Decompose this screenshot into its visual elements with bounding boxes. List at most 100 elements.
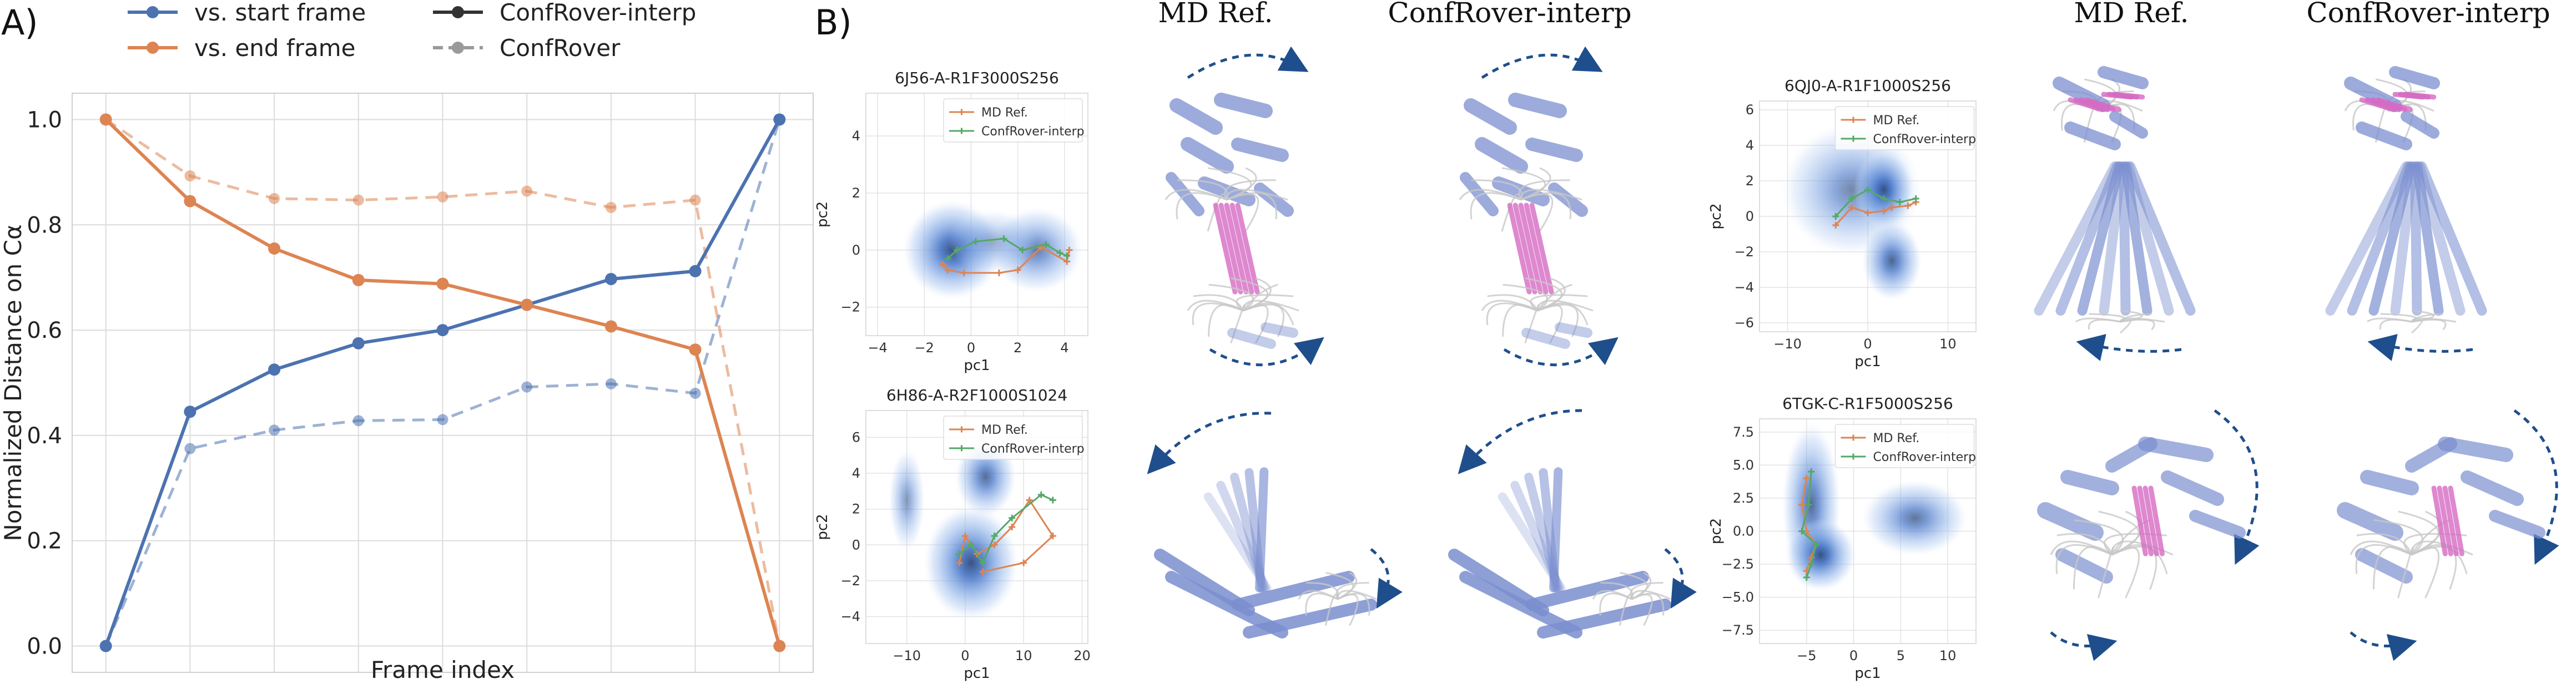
trajectory-point: [1019, 246, 1026, 254]
loop: [2411, 310, 2434, 323]
trajectory-point: [1848, 204, 1856, 211]
loop: [1600, 582, 1634, 600]
trajectory-point: [967, 541, 975, 549]
x-tick-label: 5: [1897, 648, 1905, 663]
trajectory-point: [979, 559, 986, 566]
loop: [1630, 582, 1663, 600]
helix: [1181, 137, 1234, 174]
trajectory-point: [979, 568, 986, 575]
x-axis-label: Frame index: [371, 656, 515, 682]
pca-subplot-1: −4 −2 0 2 4 −2 0 2 4 MD Ref. ConfRover-interp 6J56-…: [814, 69, 1088, 374]
helix: [1549, 467, 1563, 592]
helix: [1254, 183, 1294, 217]
structure-6h86-confrover-interp: [1448, 409, 1697, 639]
data-point: [689, 265, 702, 277]
y-tick-label: −4: [1735, 280, 1754, 295]
protein-structures: [1147, 46, 2559, 661]
data-point: [436, 277, 449, 290]
x-tick-label: −4: [868, 340, 887, 356]
helix: [1508, 93, 1567, 118]
beta-strand: [1513, 202, 1537, 295]
helix: [2355, 548, 2413, 584]
y-tick-label: 0: [852, 537, 860, 553]
helix: [1255, 467, 1269, 592]
y-tick-label: 6: [1746, 102, 1754, 118]
helix: [1475, 137, 1528, 174]
trajectory-point: [1864, 209, 1871, 216]
helix: [1526, 571, 1649, 611]
beta-strand: [1235, 202, 1260, 295]
legend-label: vs. start frame: [194, 0, 366, 26]
subplot-title: 6J56-A-R1F3000S256: [895, 69, 1059, 87]
motion-arrow: [1458, 409, 1582, 474]
x-tick-label: 10: [1939, 336, 1957, 352]
motion-arrow: [1147, 412, 1272, 474]
loop: [2367, 317, 2412, 323]
helix: [2401, 111, 2439, 139]
panel-a-legend: vs. start frame vs. end frame ConfRover-in…: [128, 0, 696, 62]
loop: [1459, 189, 1521, 201]
loop: [1481, 300, 1538, 312]
data-point: [689, 387, 701, 399]
density-blob: [923, 504, 1019, 621]
motion-arrow: [2367, 334, 2473, 361]
trajectory-point: [1848, 195, 1856, 202]
beta-strand: [1507, 202, 1532, 295]
loop: [1193, 294, 1244, 311]
motion-arrow: [1209, 337, 1324, 367]
beta-strand: [1224, 202, 1249, 295]
data-point: [352, 194, 364, 206]
loop: [2380, 313, 2417, 323]
y-tick-label: −2: [841, 573, 860, 589]
x-tick-label: 10: [1939, 648, 1957, 663]
plot-frame: [1759, 418, 1977, 644]
y-axis-label: pc2: [1708, 203, 1725, 229]
density-blob: [1862, 221, 1922, 301]
y-tick-label: 2: [852, 501, 860, 517]
density-field: [903, 200, 1083, 300]
helix: [2121, 161, 2152, 316]
y-tick-label: 0.2: [27, 529, 62, 554]
trajectory-point: [1912, 195, 1919, 202]
legend-swatch-marker: [452, 42, 464, 54]
trajectory-point: [1020, 559, 1027, 566]
loop: [2356, 533, 2413, 555]
helix: [2119, 161, 2131, 316]
legend-label: ConfRover-interp: [500, 0, 696, 26]
trajectory-point: [1880, 207, 1887, 215]
helix: [2037, 502, 2104, 541]
helix: [2138, 437, 2214, 462]
trajectory-point: [1063, 258, 1071, 265]
helix: [2347, 161, 2413, 316]
helix: [1537, 599, 1671, 639]
helix: [1261, 322, 1298, 338]
trajectory-point: [1812, 541, 1819, 548]
data-point: [521, 185, 533, 197]
x-tick-label: 0: [1849, 648, 1858, 663]
trajectory-point: [1880, 195, 1887, 202]
subplot-title: 6H86-A-R2F1000S1024: [886, 386, 1067, 404]
helix: [1232, 571, 1355, 611]
helix: [2337, 502, 2403, 541]
helix: [1521, 328, 1570, 349]
loop: [2089, 313, 2126, 323]
data-point: [605, 201, 617, 213]
trajectory-point: [944, 266, 951, 273]
data-point: [604, 320, 617, 333]
panel-b: B) MD Ref. ConfRover-interp MD Ref. Conf…: [814, 0, 2559, 682]
helix: [1555, 322, 1592, 338]
loop: [1487, 294, 1539, 311]
helix: [1169, 98, 1223, 135]
x-tick-label: 0: [967, 340, 975, 356]
data-point: [99, 113, 112, 126]
loop: [1243, 277, 1272, 312]
legend-label: ConfRover-interp: [981, 125, 1085, 139]
legend-swatch-marker: [1850, 453, 1857, 460]
subplot-legend-box: [1834, 424, 1975, 468]
loop: [1503, 283, 1549, 312]
helix: [2360, 470, 2419, 495]
panel-a-label: A): [1, 2, 38, 43]
y-axis-label: pc2: [814, 514, 831, 540]
helix: [2390, 161, 2418, 316]
legend-swatch-marker: [959, 128, 965, 134]
